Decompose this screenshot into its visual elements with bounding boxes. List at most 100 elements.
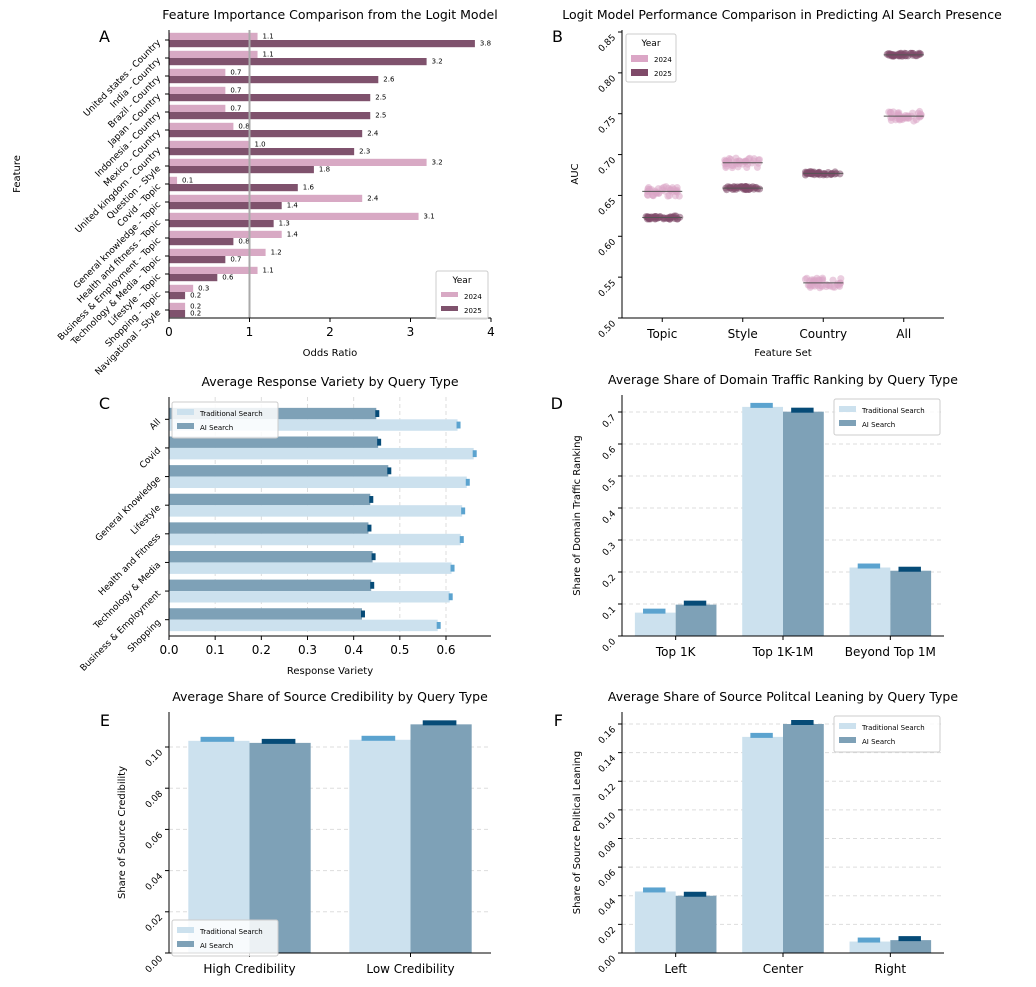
y-tick-label: 0.3 [601,541,618,558]
legend-label: AI Search [200,942,233,950]
bar-traditional-search [169,619,438,632]
strip-point-2025 [913,52,921,60]
legend-swatch [631,55,648,62]
bar-traditional-search [188,740,250,953]
error-bar [377,438,382,446]
legend-swatch [177,409,194,415]
x-axis-label: Feature Set [754,348,811,359]
y-tick-label: 0.12 [597,782,618,803]
x-tick-label: 0.3 [298,643,317,657]
bar-2024 [169,266,258,274]
x-tick-label: 0 [165,325,173,339]
bar-ai-search [169,550,373,563]
strip-point-2024 [739,158,747,166]
x-axis-label: Response Variety [287,666,373,677]
error-bar [361,735,396,741]
bar-2025 [169,58,427,66]
panel-letter: E [100,711,110,730]
data-label: 0.1 [182,177,193,185]
error-bar [360,610,365,618]
bar-2024 [169,230,282,238]
legend-label: Traditional Search [199,928,263,936]
legend-label: Traditional Search [861,724,925,732]
y-tick-label: 0.0 [601,637,618,654]
y-tick-label: 0.16 [597,725,618,746]
data-label: 1.4 [287,231,299,239]
data-label: 0.2 [190,292,201,300]
error-bar [857,937,881,943]
bar-ai-search [410,724,472,953]
bar-2025 [169,184,298,192]
y-tick-label: Covid [138,446,163,471]
data-label: 0.7 [230,87,241,95]
error-bar [791,720,814,725]
bar-ai-search [675,895,717,953]
y-tick-label: 0.04 [144,871,165,892]
x-tick-label: Country [799,327,847,341]
x-tick-label: 2 [326,325,334,339]
x-tick-label: Beyond Top 1M [845,645,936,659]
legend-label: 2024 [654,56,672,64]
data-label: 1.6 [303,184,315,192]
strip-point-2024 [722,162,730,170]
bar-ai-search [249,742,311,953]
data-label: 1.8 [319,166,330,174]
data-label: 1.4 [287,202,299,210]
error-bar [371,553,376,561]
x-tick-label: Left [664,962,687,976]
panel-a: A Feature Importance Comparison from the … [12,7,498,377]
error-bar [436,621,441,629]
bar-ai-search [783,411,824,636]
panel-letter: D [551,394,563,413]
x-tick-label: 0.5 [390,643,409,657]
y-tick-label: 0.2 [601,573,618,590]
panel-e: E Average Share of Source Credibility by … [100,689,491,976]
legend-swatch [839,406,856,412]
x-tick-label: Style [728,327,758,341]
y-tick-label: 0.1 [601,605,618,622]
data-label: 1.3 [279,220,290,228]
strip-point-2024 [816,284,824,292]
x-tick-label: Low Credibility [366,962,454,976]
panel-d: D Average Share of Domain Traffic Ranking… [551,372,959,659]
data-label: 0.7 [230,105,241,113]
data-label: 0.3 [198,285,209,293]
bar-traditional-search [849,941,891,953]
y-axis-label: Share of Source Credibility [117,766,128,899]
bar-2024 [169,158,427,166]
error-bar [791,407,814,413]
strip-point-2025 [746,185,754,193]
panel-letter: B [552,27,563,46]
legend-swatch [839,420,856,426]
y-tick-label: 0.75 [597,115,618,136]
error-bar [261,738,296,744]
y-tick-label: 0.14 [597,753,618,774]
data-label: 0.7 [230,256,241,264]
bar-ai-search [169,608,362,620]
bar-2025 [169,220,274,228]
y-tick-label: 0.08 [597,839,618,860]
data-label: 0.7 [230,69,241,77]
data-label: 3.1 [424,213,435,221]
data-label: 2.6 [383,76,395,84]
bar-traditional-search [634,612,676,636]
legend-box [833,398,941,436]
strip-point-2024 [658,184,666,192]
legend-swatch [441,292,458,297]
bar-traditional-search [169,419,458,431]
data-label: 2.3 [359,148,370,156]
strip-point-2024 [750,155,758,163]
bar-2024 [169,194,363,202]
y-tick-label: 0.5 [601,477,618,494]
strip-point-2025 [890,52,898,60]
y-tick-label: 0.85 [597,33,618,54]
data-label: 3.2 [432,58,443,66]
y-tick-label: All [148,417,163,432]
y-tick-label: 0.04 [597,897,618,918]
bar-2025 [169,274,218,282]
bar-ai-search [890,570,932,636]
y-tick-label: 0.06 [144,830,165,851]
chart-title: Average Response Variety by Query Type [201,374,458,389]
bar-2025 [169,256,226,264]
strip-point-2025 [901,52,909,60]
